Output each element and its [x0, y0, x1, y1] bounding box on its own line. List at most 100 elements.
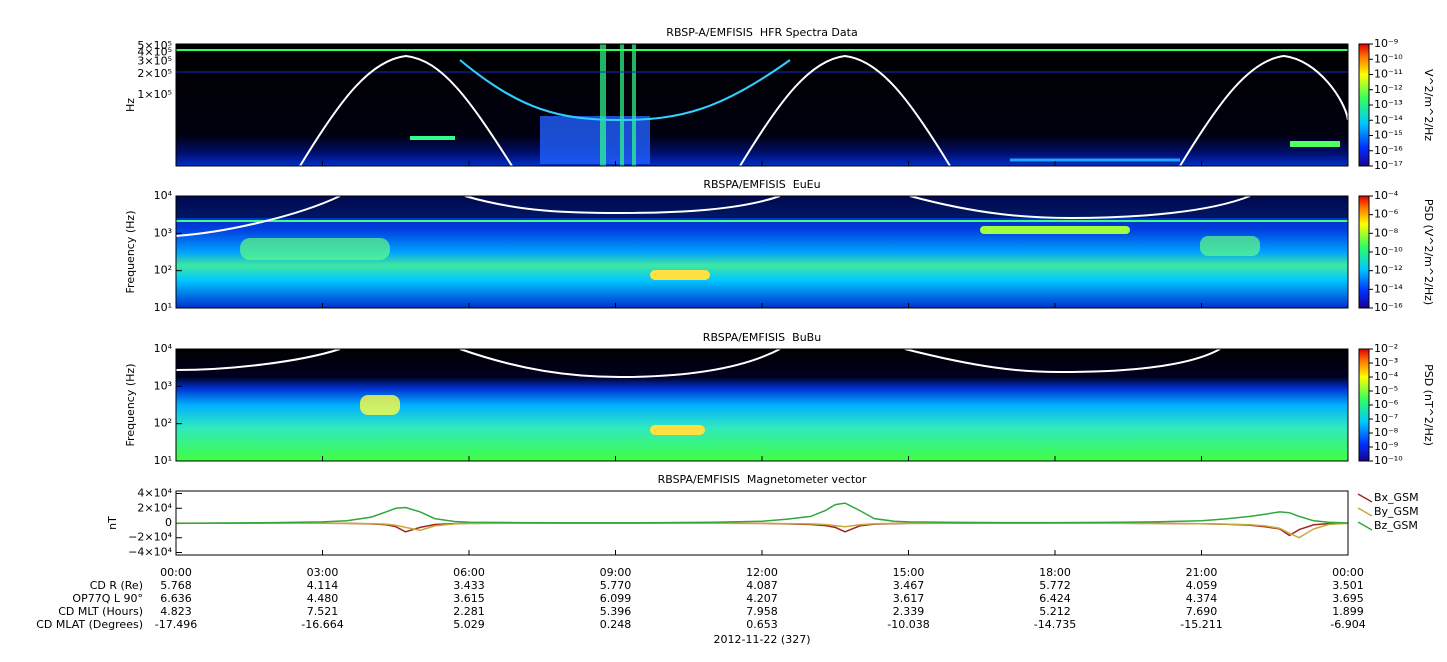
panel-title: RBSPA/EMFISIS Magnetometer vector: [658, 473, 867, 486]
ephemeris-value: 5.029: [453, 618, 485, 631]
y-tick-label: 2×10⁴: [137, 501, 172, 514]
y-axis-label: Hz: [124, 98, 137, 112]
colorbar-tick-label: 10⁻⁴: [1374, 370, 1399, 383]
legend-label: Bx_GSM: [1374, 491, 1419, 504]
colorbar-tick-label: 10⁻¹⁴: [1374, 282, 1403, 295]
ephemeris-value: 5.770: [600, 579, 632, 592]
ephemeris-value: -15.211: [1180, 618, 1222, 631]
y-axis-label: Frequency (Hz): [124, 211, 137, 294]
date-label: 2012-11-22 (327): [713, 633, 810, 646]
colorbar-tick-label: 10⁻¹⁶: [1374, 301, 1403, 314]
colorbar-tick-label: 10⁻¹⁰: [1374, 52, 1403, 65]
colorbar-label: PSD (nT^2/Hz): [1422, 364, 1435, 446]
colorbar-tick-label: 10⁻¹¹: [1374, 68, 1403, 81]
ephemeris-label: OP77Q L 90°: [72, 592, 143, 605]
spectrogram-texture: [175, 44, 1349, 461]
y-tick-label: 10¹: [154, 454, 172, 467]
y-tick-label: 10²: [154, 264, 172, 277]
colorbar-tick-label: 10⁻⁸: [1374, 426, 1399, 439]
colorbar-tick-label: 10⁻¹³: [1374, 98, 1403, 111]
colorbar-tick-label: 10⁻⁸: [1374, 226, 1399, 239]
ephemeris-value: 4.114: [307, 579, 339, 592]
x-tick-label: 03:00: [307, 566, 339, 579]
ephemeris-value: 3.695: [1332, 592, 1364, 605]
y-tick-label: 4×10⁵: [137, 46, 172, 59]
legend-swatch: [1357, 521, 1373, 531]
ephemeris-value: 0.248: [600, 618, 632, 631]
ephemeris-value: 0.653: [746, 618, 778, 631]
colorbar-tick-label: 10⁻¹²: [1374, 264, 1403, 277]
colorbar-tick-label: 10⁻¹²: [1374, 83, 1403, 96]
ephemeris-value: 4.087: [746, 579, 778, 592]
colorbar-tick-label: 10⁻⁹: [1374, 440, 1398, 453]
colorbar-tick-label: 10⁻⁶: [1374, 398, 1399, 411]
x-tick-label: 18:00: [1039, 566, 1071, 579]
ephemeris-value: 6.424: [1039, 592, 1071, 605]
y-tick-label: 2×10⁵: [137, 67, 172, 80]
legend-label: Bz_GSM: [1374, 519, 1418, 532]
colorbar-label: V^2/m^2/Hz: [1422, 69, 1435, 141]
y-tick-label: −4×10⁴: [128, 545, 172, 558]
y-tick-label: 10³: [154, 226, 172, 239]
colorbar-tick-label: 10⁻⁹: [1374, 37, 1398, 50]
ephemeris-value: 6.636: [160, 592, 192, 605]
ephemeris-value: -14.735: [1034, 618, 1076, 631]
y-tick-label: 0: [165, 516, 172, 529]
colorbar-tick-label: 10⁻⁶: [1374, 208, 1399, 221]
ephemeris-value: 4.207: [746, 592, 778, 605]
series-line: [176, 522, 1349, 539]
x-tick-label: 06:00: [453, 566, 485, 579]
x-tick-label: 00:00: [160, 566, 192, 579]
ephemeris-value: 4.480: [307, 592, 339, 605]
ephemeris-value: 4.374: [1186, 592, 1218, 605]
y-tick-label: 10⁴: [154, 189, 173, 202]
panel-title: RBSP-A/EMFISIS HFR Spectra Data: [666, 26, 857, 39]
colorbar: [1358, 348, 1370, 462]
ephemeris-value: 3.467: [893, 579, 925, 592]
legend-label: By_GSM: [1374, 505, 1419, 518]
x-tick-label: 12:00: [746, 566, 778, 579]
ephemeris-value: -16.664: [301, 618, 343, 631]
plot-frame: [175, 348, 1349, 462]
ephemeris-value: 7.521: [307, 605, 339, 618]
y-tick-label: 10⁴: [154, 342, 173, 355]
series-line: [175, 502, 1349, 525]
ephemeris-value: 5.396: [600, 605, 632, 618]
ephemeris-value: 2.281: [453, 605, 485, 618]
ephemeris-value: -17.496: [155, 618, 197, 631]
x-tick-label: 00:00: [1332, 566, 1364, 579]
colorbar-tick-label: 10⁻¹⁰: [1374, 454, 1403, 467]
colorbar-tick-label: 10⁻¹⁶: [1374, 144, 1403, 157]
x-tick-label: 15:00: [893, 566, 925, 579]
y-tick-label: −2×10⁴: [128, 531, 172, 544]
plot-frame: [175, 490, 1349, 556]
colorbar-tick-label: 10⁻⁴: [1374, 189, 1399, 202]
y-tick-label: 10³: [154, 379, 172, 392]
legend-swatch: [1357, 507, 1373, 517]
y-tick-label: 1×10⁵: [137, 88, 172, 101]
colorbar-tick-label: 10⁻²: [1374, 342, 1398, 355]
panel-title: RBSPA/EMFISIS EuEu: [703, 178, 820, 191]
y-tick-label: 10¹: [154, 301, 172, 314]
colorbar-tick-label: 10⁻¹⁴: [1374, 113, 1403, 126]
colorbar-tick-label: 10⁻⁵: [1374, 384, 1398, 397]
y-axis-label: nT: [106, 516, 119, 530]
colorbar-label: PSD (V^2/m^2/Hz): [1422, 199, 1435, 305]
y-tick-label: 10²: [154, 417, 172, 430]
ephemeris-value: 3.433: [453, 579, 485, 592]
colorbar-tick-label: 10⁻¹⁷: [1374, 159, 1403, 172]
colorbar-tick-label: 10⁻³: [1374, 356, 1398, 369]
plot-frame: [175, 195, 1349, 309]
x-tick-label: 21:00: [1186, 566, 1218, 579]
x-tick-label: 09:00: [600, 566, 632, 579]
ephemeris-value: 4.823: [160, 605, 192, 618]
colorbar-tick-label: 10⁻⁷: [1374, 412, 1398, 425]
ephemeris-value: 4.059: [1186, 579, 1218, 592]
colorbar: [1358, 195, 1370, 309]
ephemeris-value: 3.615: [453, 592, 485, 605]
ephemeris-value: 1.899: [1332, 605, 1364, 618]
colorbar-tick-label: 10⁻¹⁰: [1374, 245, 1403, 258]
y-tick-label: 3×10⁵: [137, 54, 172, 67]
plot-frame: [175, 43, 1349, 167]
